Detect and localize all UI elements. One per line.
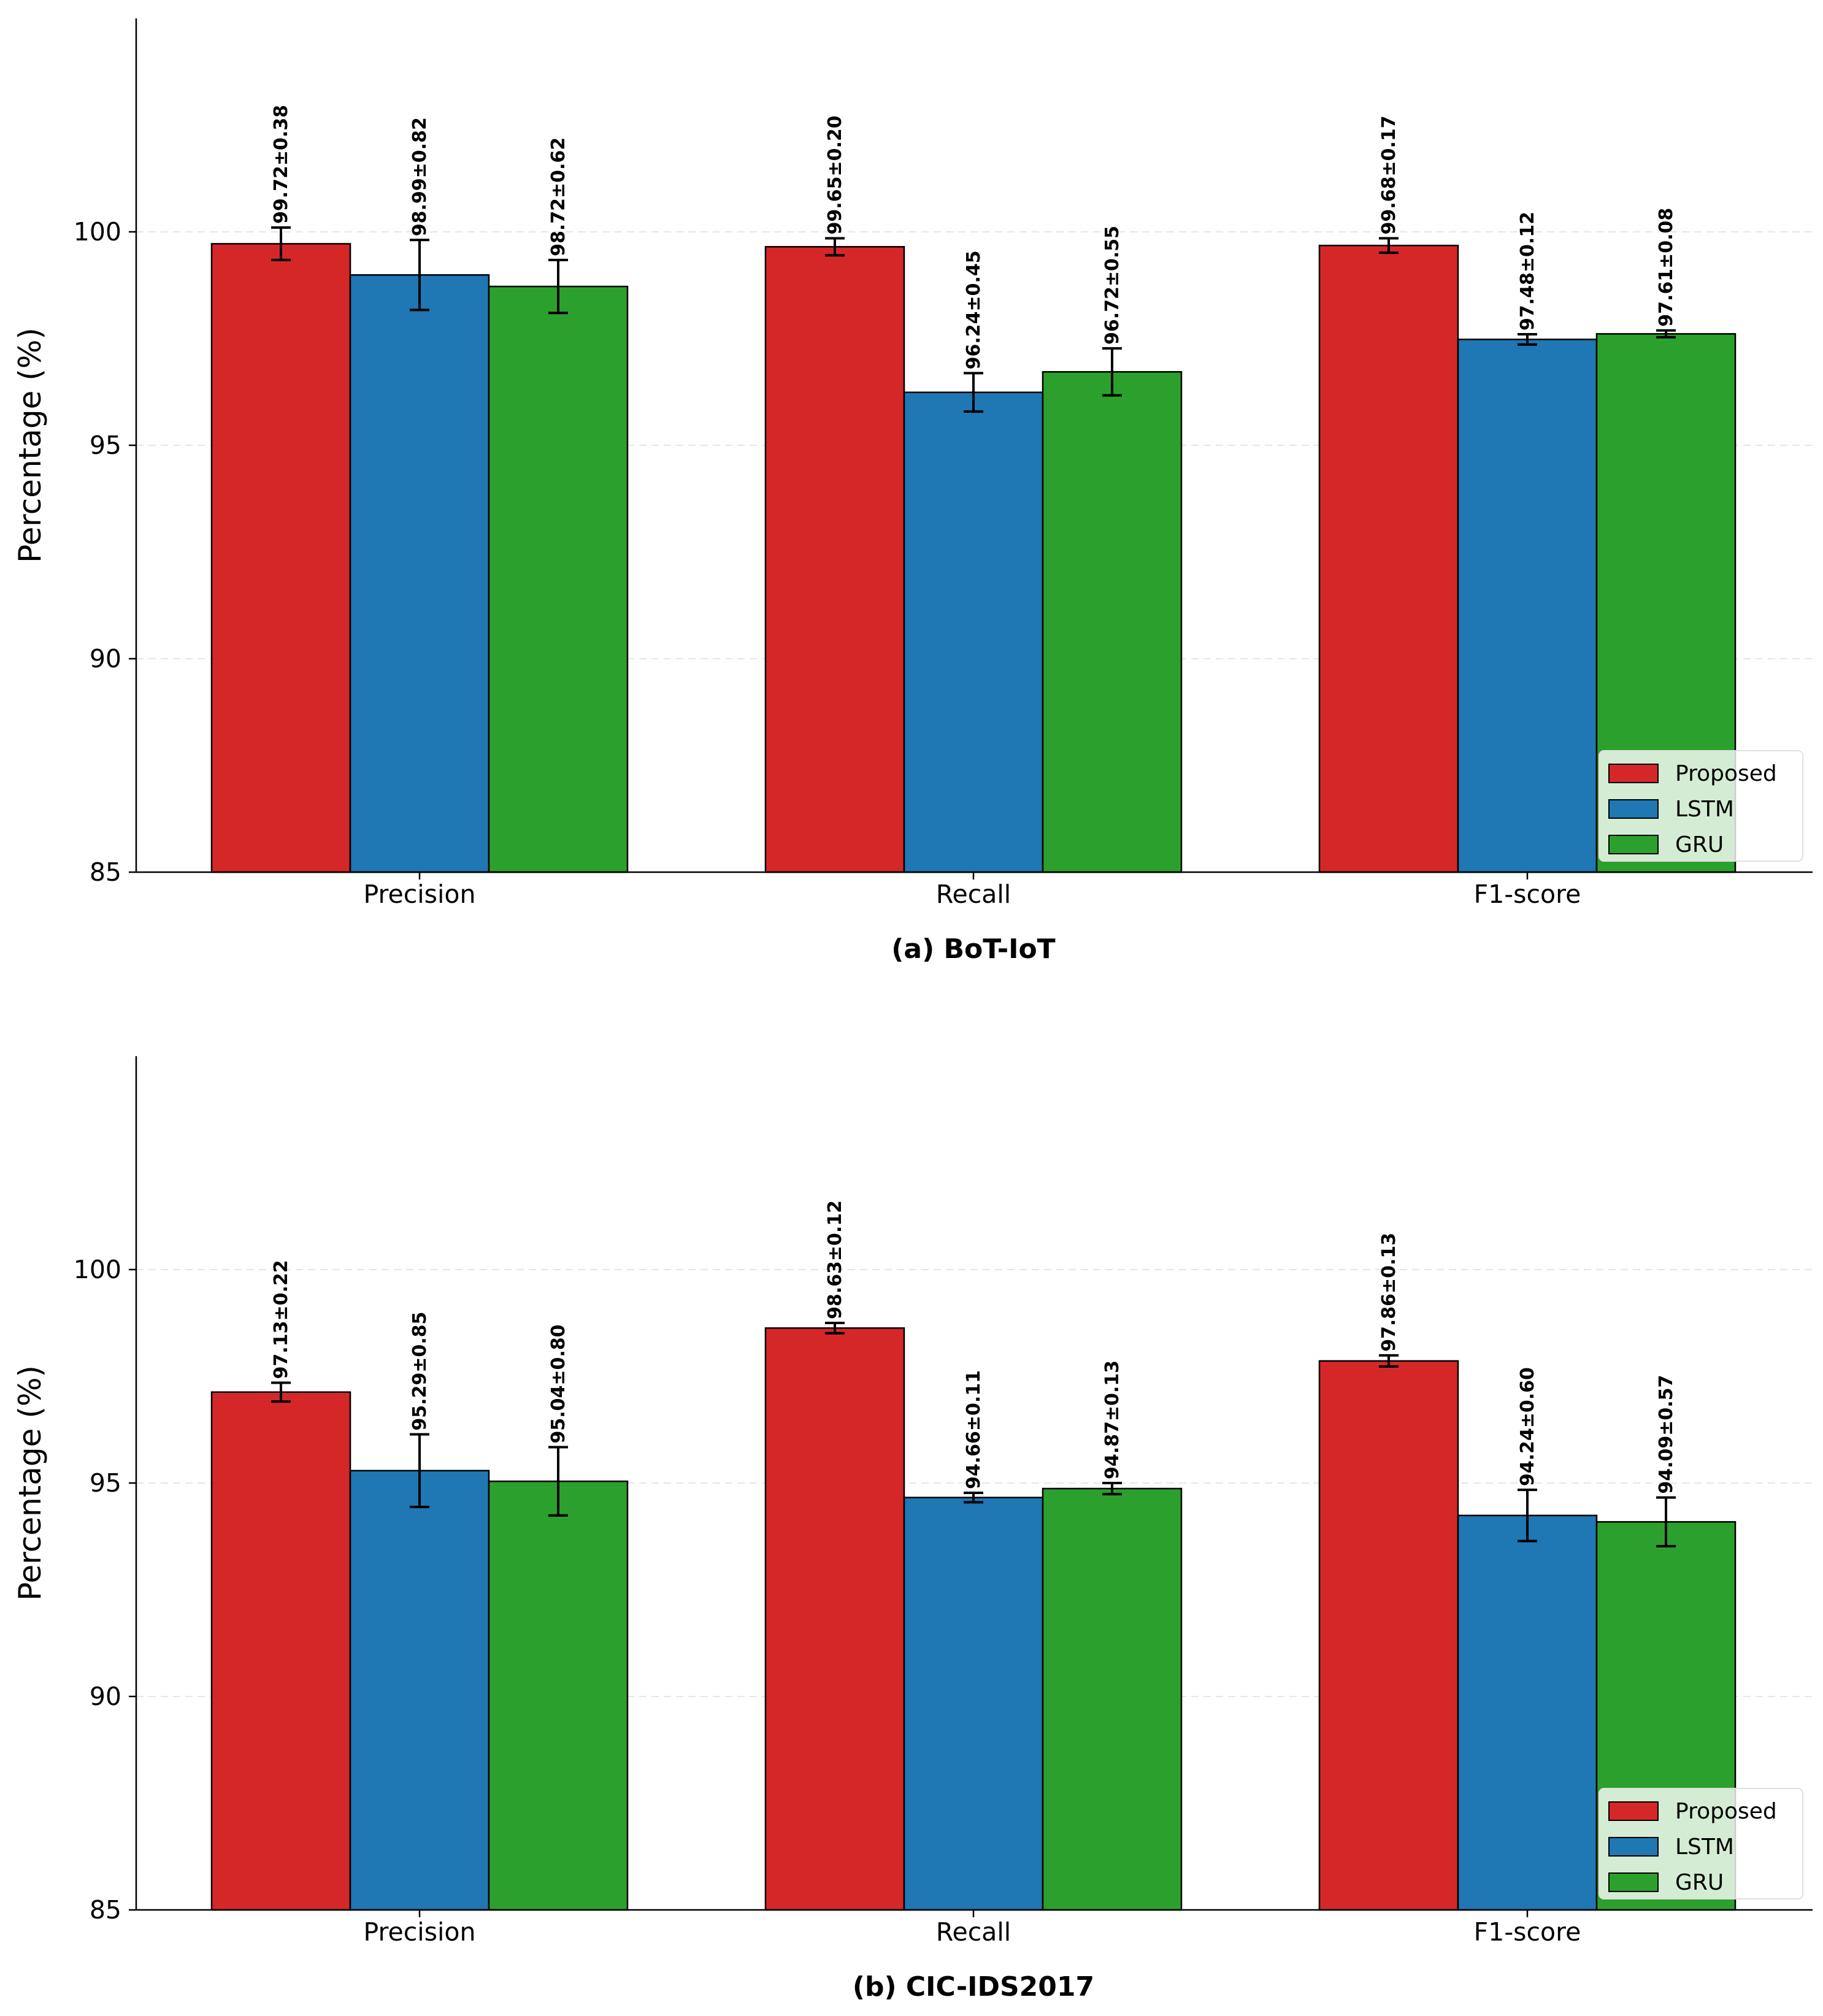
y-tick-label: 90 (90, 1682, 121, 1711)
legend-swatch (1608, 1837, 1659, 1857)
value-label: 98.63±0.12 (824, 1200, 846, 1319)
y-axis-label: Percentage (%) (12, 328, 48, 563)
y-tick-label: 85 (90, 857, 121, 887)
bar-proposed-precision (210, 1391, 351, 1911)
y-tick-label: 85 (90, 1895, 121, 1925)
bar-lstm-f1-score (1457, 339, 1598, 873)
value-label: 95.29±0.85 (409, 1312, 431, 1431)
value-label: 97.86±0.13 (1378, 1233, 1400, 1352)
value-label: 99.65±0.20 (824, 115, 846, 234)
legend: Proposed LSTM GRU (1598, 1788, 1803, 1899)
bar-lstm-precision (349, 274, 490, 873)
value-label: 96.24±0.45 (963, 250, 984, 369)
value-label: 96.72±0.55 (1102, 226, 1123, 345)
value-label: 99.72±0.38 (271, 105, 292, 224)
bar-gru-precision (488, 1480, 629, 1911)
x-tick-label: Precision (364, 880, 476, 909)
legend-label: GRU (1675, 832, 1724, 857)
x-tick-label: F1-score (1474, 880, 1581, 909)
y-tick-label: 95 (90, 431, 121, 460)
value-label: 95.04±0.80 (548, 1324, 569, 1443)
value-label: 94.87±0.13 (1102, 1360, 1123, 1479)
bar-proposed-recall (764, 246, 905, 873)
x-tick-label: Recall (936, 880, 1011, 909)
chart-title: (a) BoT-IoT (891, 933, 1055, 965)
legend-label: Proposed (1675, 761, 1777, 786)
value-label: 94.24±0.60 (1517, 1367, 1538, 1486)
value-label: 98.72±0.62 (548, 137, 569, 256)
x-tick-label: Recall (936, 1917, 1011, 1947)
value-label: 99.68±0.17 (1378, 115, 1400, 234)
bar-proposed-recall (764, 1327, 905, 1911)
bar-proposed-f1-score (1318, 1360, 1459, 1911)
legend-swatch (1608, 1801, 1659, 1821)
value-label: 97.13±0.22 (271, 1260, 292, 1379)
legend: Proposed LSTM GRU (1598, 750, 1803, 862)
chart-title: (b) CIC-IDS2017 (853, 1971, 1094, 2003)
bar-lstm-f1-score (1457, 1514, 1598, 1911)
bar-gru-recall (1042, 1487, 1183, 1911)
value-label: 94.66±0.11 (963, 1370, 984, 1489)
bar-lstm-precision (349, 1470, 490, 1911)
y-axis-label: Percentage (%) (12, 1365, 48, 1601)
y-tick-label: 100 (74, 217, 121, 247)
legend-swatch (1608, 799, 1659, 819)
value-label: 97.48±0.12 (1517, 212, 1538, 331)
value-label: 97.61±0.08 (1656, 208, 1677, 327)
legend-swatch (1608, 835, 1659, 854)
chart-panel-b: 85 90 95 100 97.13±0.22 98.63±0.12 97.86±0.13 9… (12, 1056, 1813, 2003)
bar-gru-precision (488, 285, 629, 873)
bar-lstm-recall (903, 1497, 1044, 1911)
value-label: 94.09±0.57 (1656, 1375, 1677, 1494)
legend-label: LSTM (1675, 797, 1734, 822)
legend-label: LSTM (1675, 1834, 1734, 1860)
bar-proposed-f1-score (1318, 245, 1459, 873)
legend-swatch (1608, 1872, 1659, 1892)
chart-panel-a: 85 90 95 100 99.72±0.38 99.65±0.20 99.68±0.17 9… (12, 18, 1813, 965)
legend-label: GRU (1675, 1870, 1724, 1895)
bar-lstm-recall (903, 391, 1044, 873)
x-tick-label: Precision (364, 1917, 476, 1947)
y-tick-label: 100 (74, 1255, 121, 1284)
legend-label: Proposed (1675, 1799, 1777, 1824)
bar-gru-recall (1042, 371, 1183, 873)
legend-swatch (1608, 764, 1659, 783)
y-tick-label: 95 (90, 1468, 121, 1498)
x-tick-label: F1-score (1474, 1917, 1581, 1947)
value-label: 98.99±0.82 (409, 117, 431, 236)
y-tick-label: 90 (90, 644, 121, 673)
bar-proposed-precision (210, 243, 351, 873)
